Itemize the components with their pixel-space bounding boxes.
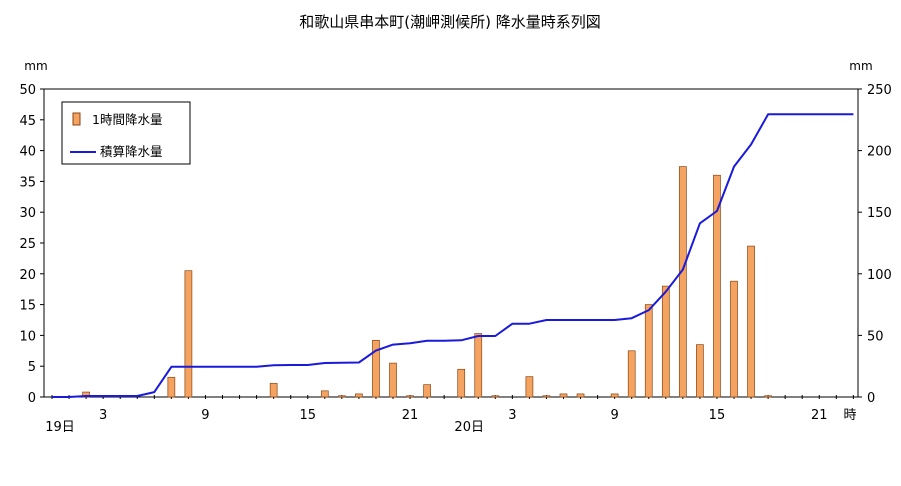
rain-bar: [696, 344, 704, 398]
rain-bar: [661, 285, 670, 398]
chart-title: 和歌山県串本町(潮岬測候所) 降水量時系列図: [299, 13, 600, 31]
y-left-tick-label: 10: [19, 329, 36, 344]
legend-bar-label: 1時間降水量: [92, 112, 162, 127]
x-tick-label: 3: [99, 408, 107, 423]
x-tick-label: 15: [709, 408, 726, 423]
y-left-tick-label: 30: [19, 206, 36, 221]
y-right-tick-label: 50: [867, 329, 884, 344]
legend-bar-swatch: [72, 112, 81, 126]
y-right-tick-label: 0: [867, 391, 875, 406]
rain-bar: [730, 280, 738, 398]
rain-bar: [559, 393, 568, 398]
cumulative-line: [52, 113, 854, 398]
rain-bar: [184, 270, 193, 398]
rain-bar: [644, 304, 653, 398]
x-tick-label: 3: [508, 408, 516, 423]
rain-bar: [542, 395, 551, 398]
x-tick-label: 9: [201, 408, 209, 423]
rain-bar: [457, 368, 466, 398]
x-tick-label: 15: [299, 408, 316, 423]
legend: 1時間降水量 積算降水量: [61, 101, 191, 165]
rain-bar: [355, 393, 363, 398]
rain-bar: [423, 384, 431, 398]
legend-box: [61, 101, 191, 165]
right-axis-unit: mm: [849, 59, 872, 73]
y-left-tick-label: 35: [19, 175, 36, 190]
x-day-label: 20日: [454, 420, 484, 435]
rain-bar: [338, 395, 346, 398]
x-unit-label: 時: [843, 408, 856, 423]
rain-bar: [747, 245, 755, 398]
left-axis-unit: mm: [24, 59, 47, 73]
rain-bar: [576, 393, 585, 398]
x-tick-label: 21: [811, 408, 828, 423]
rain-bar: [610, 393, 619, 398]
rain-bar: [269, 383, 278, 398]
y-left-tick-label: 0: [28, 391, 36, 406]
x-tick-label: 21: [402, 408, 419, 423]
rain-bar: [167, 376, 176, 398]
rain-bar: [320, 390, 329, 398]
y-left-tick-label: 20: [19, 268, 36, 283]
x-tick-label: 9: [611, 408, 619, 423]
y-right-tick-label: 150: [867, 206, 892, 221]
y-left-tick-label: 45: [19, 114, 36, 129]
rain-bar: [372, 339, 380, 398]
y-left-tick-label: 25: [19, 237, 36, 252]
rain-bar: [491, 395, 500, 398]
y-left-tick-label: 5: [28, 360, 36, 375]
rain-bar: [474, 333, 483, 398]
rain-bar: [525, 376, 534, 398]
y-right-tick-label: 200: [867, 145, 892, 160]
y-left-tick-label: 40: [19, 145, 36, 160]
rain-bar: [389, 362, 397, 398]
y-right-tick-label: 100: [867, 268, 892, 283]
rain-bar: [678, 166, 687, 398]
x-day-label: 19日: [45, 420, 75, 435]
plot-area: 0 5 10 15 20 25 30 35 40 45 50 0 50 100 150 200 250 3 9 15 2…: [19, 83, 891, 435]
rain-bar: [406, 395, 414, 398]
y-left-tick-label: 15: [19, 299, 36, 314]
rain-bar: [764, 395, 772, 398]
y-left-tick-label: 50: [19, 83, 36, 98]
y-right-tick-label: 250: [867, 83, 892, 98]
rain-bar: [627, 350, 636, 398]
rain-bar: [713, 174, 721, 398]
legend-line-label: 積算降水量: [100, 144, 163, 159]
